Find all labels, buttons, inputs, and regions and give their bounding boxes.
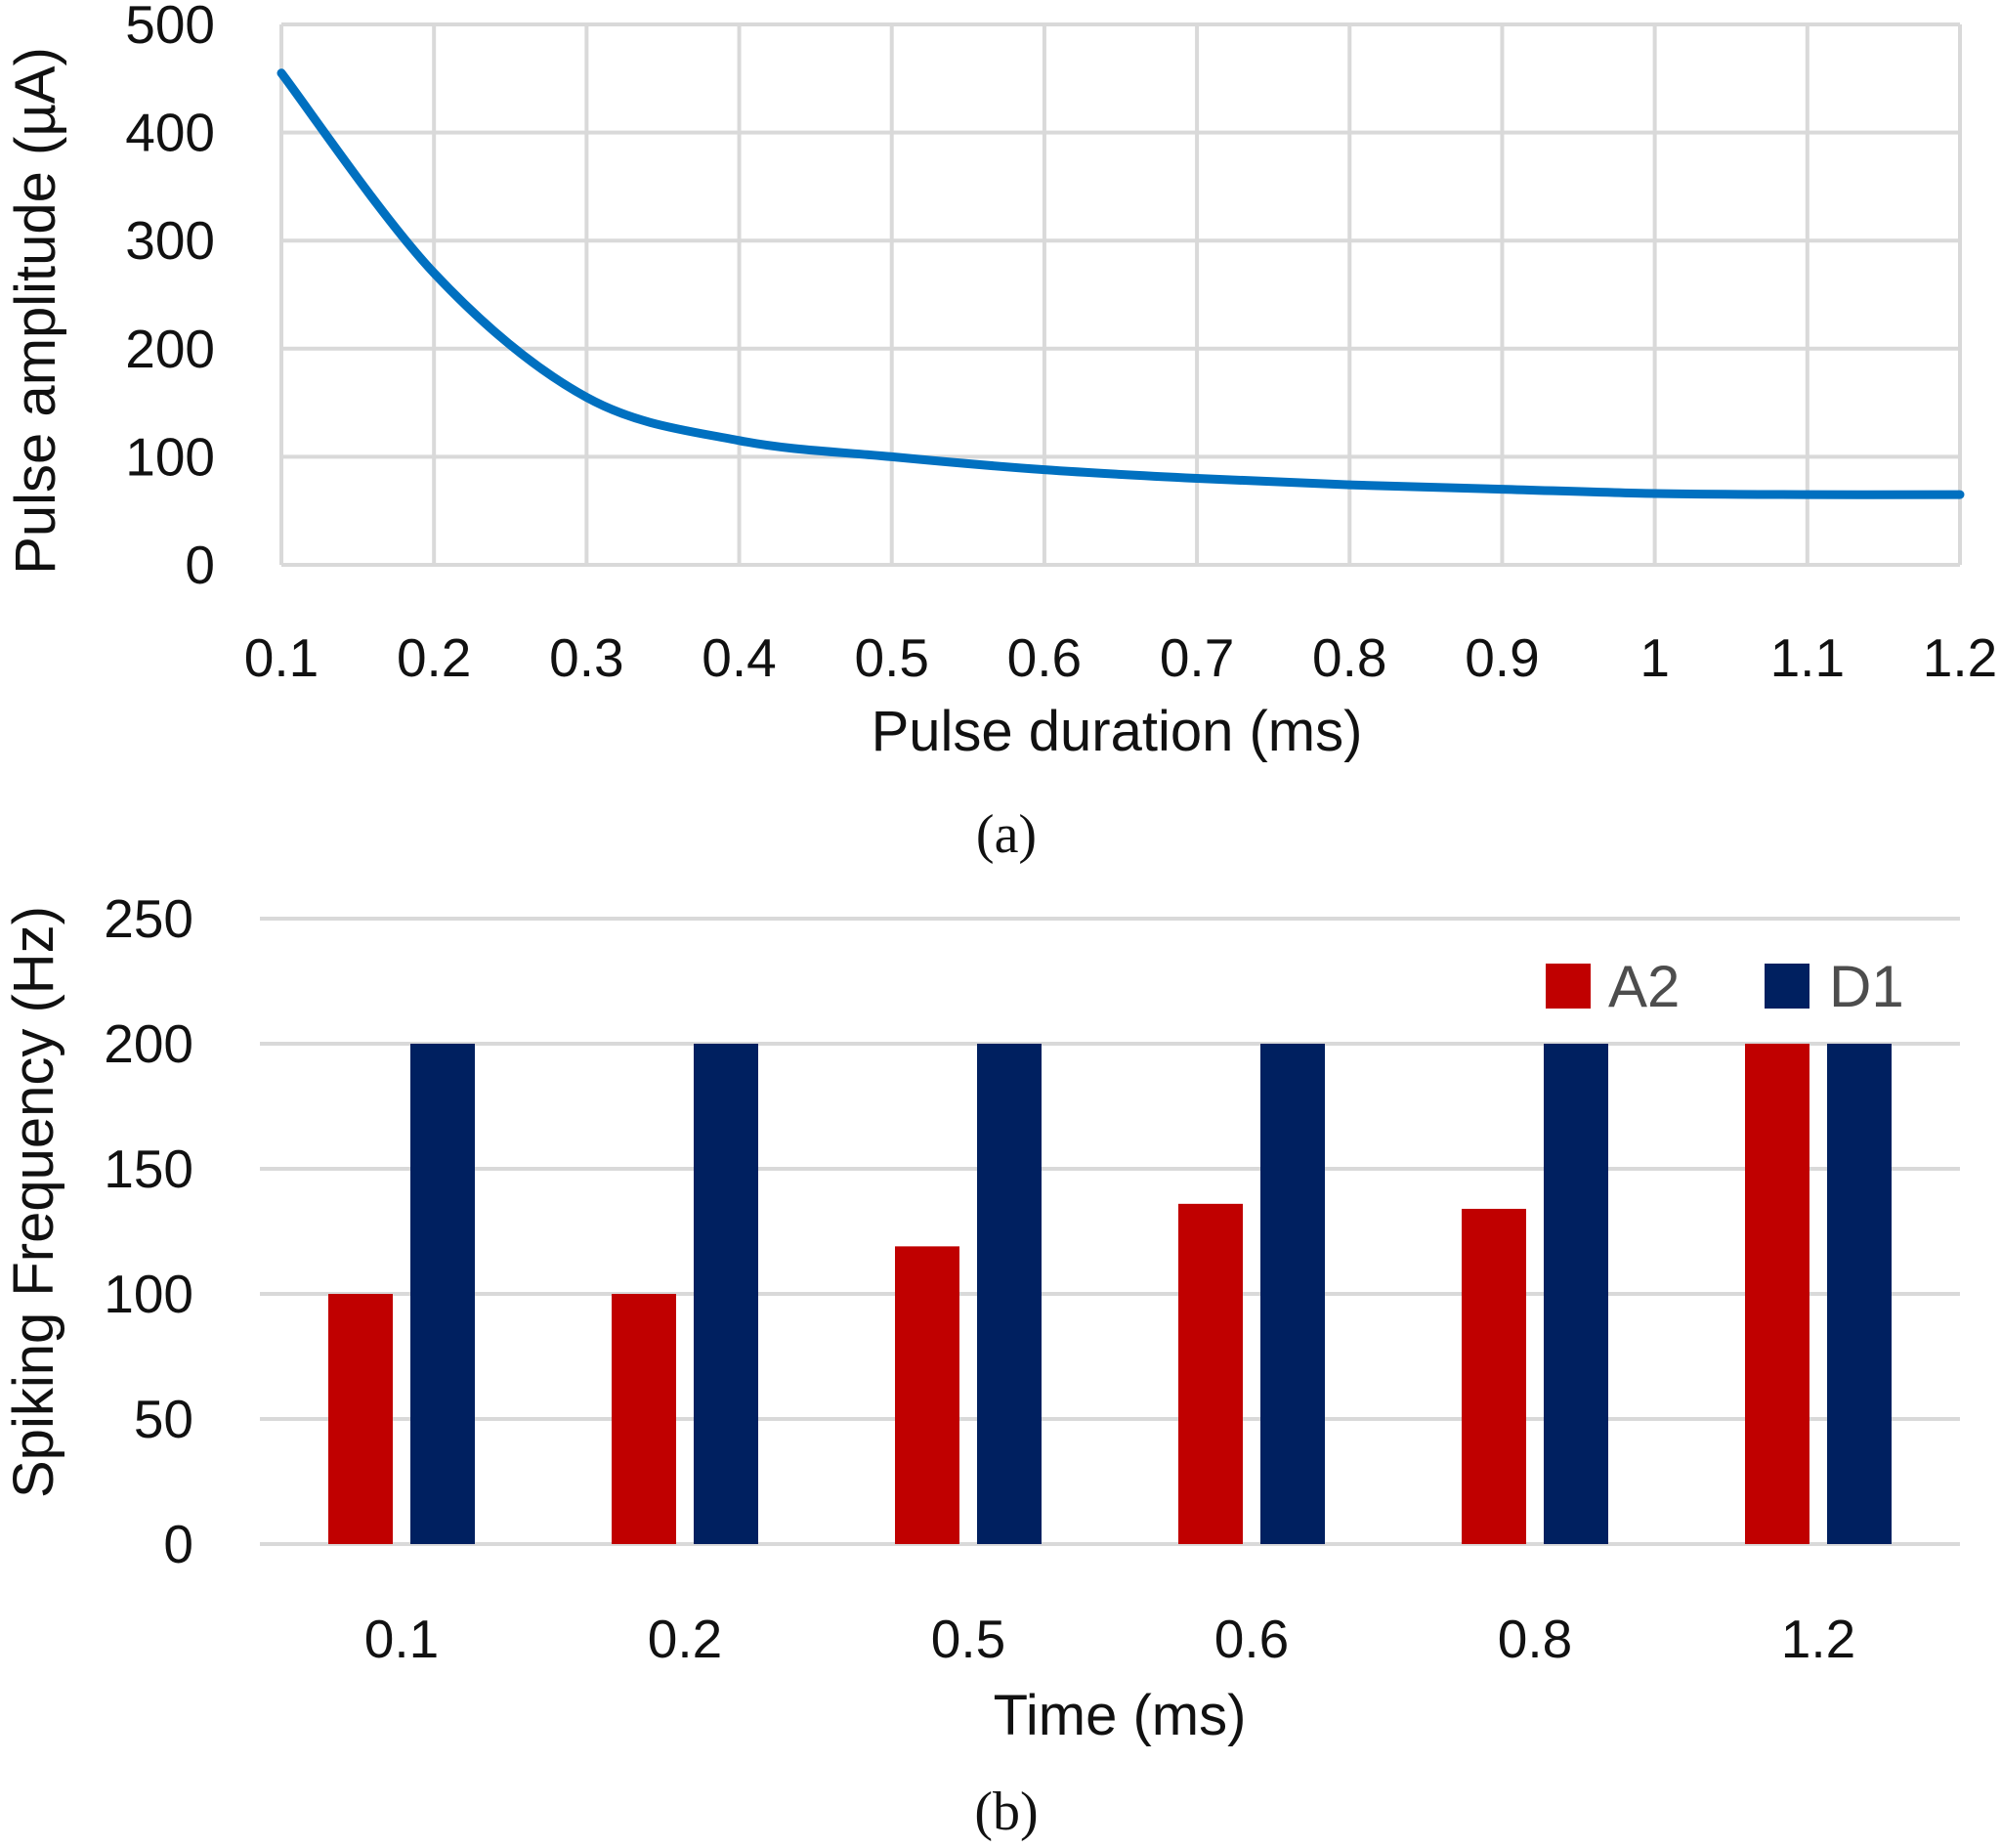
y-tick-label: 500 [125,0,215,55]
y-tick-label: 250 [104,888,193,949]
y-tick-label: 200 [104,1013,193,1074]
bar-chart-x-axis-label: Time (ms) [994,1684,1247,1747]
bar-chart-gridlines [260,917,1960,1546]
bar-d1-0.8 [1544,1044,1608,1544]
bar-chart-y-ticks: 0 50 100 150 200 250 [104,888,193,1574]
x-tick-label: 0.5 [931,1609,1005,1669]
x-tick-label: 0.2 [397,627,471,688]
x-tick-label: 0.8 [1498,1609,1572,1669]
x-tick-label: 0.5 [854,627,928,688]
line-chart-x-axis-label: Pulse duration (ms) [872,700,1363,763]
bar-a2-0.1 [328,1294,393,1544]
y-tick-label: 0 [185,535,215,595]
bar-d1-0.5 [977,1044,1042,1544]
x-tick-label: 0.8 [1312,627,1386,688]
y-tick-label: 100 [125,426,215,487]
y-tick-label: 200 [125,319,215,379]
x-tick-label: 0.3 [549,627,623,688]
bar-chart-bars [328,1044,1892,1544]
x-tick-label: 0.1 [244,627,319,688]
bar-a2-0.2 [612,1294,676,1544]
y-tick-label: 50 [134,1389,193,1449]
bar-d1-0.6 [1260,1044,1325,1544]
x-tick-label: 1.1 [1770,627,1845,688]
x-tick-label: 0.6 [1007,627,1082,688]
pulse-amplitude-line [277,68,1965,499]
legend-swatch-d1 [1765,964,1809,1009]
bar-d1-0.1 [410,1044,475,1544]
y-tick-label: 400 [125,103,215,163]
x-tick-label: 0.6 [1214,1609,1289,1669]
bar-d1-1.2 [1827,1044,1892,1544]
y-tick-label: 100 [104,1264,193,1324]
bar-a2-1.2 [1745,1044,1809,1544]
line-chart-x-ticks: 0.1 0.2 0.3 0.4 0.5 0.6 0.7 0.8 0.9 1 1.1 1.2 [244,627,1997,688]
line-chart-caption: (a) [976,804,1037,865]
x-tick-label: 0.1 [364,1609,439,1669]
line-chart-y-axis-label: Pulse amplitude (µA) [4,47,67,575]
bar-a2-0.6 [1178,1203,1243,1544]
x-tick-label: 0.9 [1465,627,1539,688]
y-tick-label: 0 [163,1514,193,1574]
x-tick-label: 0.7 [1160,627,1234,688]
bar-d1-0.2 [694,1044,758,1544]
y-tick-label: 150 [104,1139,193,1199]
y-tick-label: 300 [125,210,215,271]
bar-chart-legend: A2 D1 [1546,954,1904,1019]
x-tick-label: 0.4 [702,627,776,688]
legend-swatch-a2 [1546,964,1591,1009]
legend-label-d1: D1 [1829,954,1904,1019]
bar-chart-x-ticks: 0.1 0.2 0.5 0.6 0.8 1.2 [364,1609,1855,1669]
bar-chart-y-axis-label: Spiking Frequency (Hz) [2,906,65,1498]
bar-a2-0.5 [895,1246,959,1544]
bar-a2-0.8 [1462,1208,1526,1544]
legend-label-a2: A2 [1608,954,1680,1019]
x-tick-label: 1.2 [1923,627,1997,688]
bar-chart-spiking-frequency: 0 50 100 150 200 250 0.1 0.2 0.5 0.6 0.8 1.2 A2 D1… [2,888,1960,1842]
line-chart-gridlines [279,22,1962,567]
x-tick-label: 1 [1639,627,1670,688]
bar-chart-caption: (b) [974,1782,1038,1842]
x-tick-label: 1.2 [1781,1609,1855,1669]
line-chart-y-ticks: 0 100 200 300 400 500 [125,0,215,595]
x-tick-label: 0.2 [648,1609,722,1669]
